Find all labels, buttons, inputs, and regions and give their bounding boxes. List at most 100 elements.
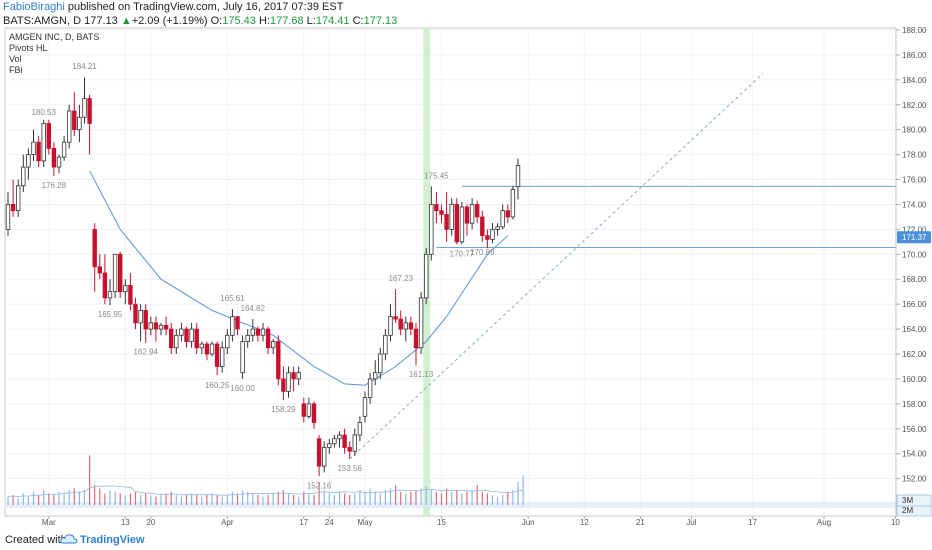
candle xyxy=(168,322,174,354)
candle-body xyxy=(26,154,31,168)
candle-body xyxy=(107,291,113,299)
candle-body xyxy=(77,116,82,131)
candle-body xyxy=(327,443,332,448)
y-tick-label: 154.00 xyxy=(902,450,927,459)
y-tick-label: 172.00 xyxy=(902,225,927,234)
candle xyxy=(291,366,296,392)
volume-bar xyxy=(344,493,346,505)
candle xyxy=(163,316,169,336)
time-axis[interactable]: Mar 13 20 Apr 17 24 May 15 Jun 12 21 Jul 17 Aug 10 xyxy=(42,516,900,527)
candle xyxy=(469,198,475,230)
volume-bar xyxy=(242,490,244,505)
volume-bar xyxy=(63,493,65,505)
candle xyxy=(5,192,11,236)
candle-body xyxy=(163,324,169,330)
candle-body xyxy=(423,253,429,299)
y-tick-label: 152.00 xyxy=(902,475,927,484)
price-chart[interactable]: 180.53184.21176.28165.95162.94165.61164.… xyxy=(0,0,932,528)
candle-body xyxy=(230,316,235,336)
horizontal-levels[interactable] xyxy=(436,185,896,248)
y-tick-label: 178.00 xyxy=(902,151,927,160)
candle-body xyxy=(434,204,439,212)
x-tick-label: 24 xyxy=(325,518,334,527)
y-tick-label: 166.00 xyxy=(902,300,927,309)
candle xyxy=(276,335,281,386)
candle xyxy=(26,148,31,180)
volume-bar xyxy=(226,495,228,505)
candle-body xyxy=(291,372,296,380)
candle-body xyxy=(306,403,312,417)
candle-body xyxy=(41,123,46,162)
pivot-label: 165.95 xyxy=(98,310,123,319)
volume-bar xyxy=(491,495,494,505)
candle xyxy=(306,397,312,419)
volume-bar xyxy=(435,491,437,505)
y-tick-label: 158.00 xyxy=(902,400,927,409)
candle xyxy=(77,104,82,143)
y-tick-label: 184.00 xyxy=(902,76,927,85)
candle-body xyxy=(123,285,128,293)
volume-bar xyxy=(512,490,514,505)
volume-bar xyxy=(89,455,91,505)
candle-body xyxy=(454,204,459,243)
candle-body xyxy=(133,303,138,324)
candle-body xyxy=(281,378,286,392)
candle xyxy=(393,289,398,323)
candle-body xyxy=(372,372,378,380)
candle-body xyxy=(128,285,133,305)
candles xyxy=(5,77,521,477)
candle xyxy=(107,279,113,306)
y-tick-label: 156.00 xyxy=(902,425,927,434)
candle-body xyxy=(148,322,153,330)
volume-bar xyxy=(318,481,320,505)
candle-body xyxy=(393,316,398,320)
pivot-label: 164.82 xyxy=(241,304,266,313)
moving-average xyxy=(89,170,509,386)
candle-body xyxy=(413,328,419,349)
candle-body xyxy=(301,403,306,417)
plot-area[interactable] xyxy=(4,27,897,517)
volume-bar xyxy=(160,495,162,505)
candle xyxy=(378,347,383,379)
candle xyxy=(235,316,240,336)
candle-body xyxy=(383,334,388,355)
volume-bar xyxy=(517,481,519,505)
ohlc-line: BATS:AMGN, D 177.13 ▲+2.09 (+1.19%) O:17… xyxy=(3,15,397,27)
candle-body xyxy=(61,141,67,158)
price-axis[interactable]: 150.00152.00154.00156.00158.00160.00162.… xyxy=(895,26,932,517)
candle-body xyxy=(36,141,41,162)
volume-bar xyxy=(379,493,381,505)
candle xyxy=(480,210,485,242)
x-tick-label: 15 xyxy=(437,518,446,527)
volume-bar xyxy=(17,498,19,505)
pivot-label: 180.53 xyxy=(31,108,56,117)
volume-bar xyxy=(180,496,182,505)
candle-body xyxy=(21,166,26,187)
open-label: O: xyxy=(210,15,223,27)
candle xyxy=(245,329,250,348)
x-tick-label: 17 xyxy=(299,518,308,527)
candle xyxy=(10,179,16,217)
candle xyxy=(148,316,153,336)
trendline[interactable] xyxy=(349,73,764,460)
candle xyxy=(82,77,87,124)
candle xyxy=(327,438,332,454)
candle-body xyxy=(174,334,179,349)
candle-body xyxy=(158,324,164,330)
volume-bar xyxy=(507,491,509,505)
volume-bar xyxy=(27,496,29,505)
candle-body xyxy=(153,322,159,330)
candle-body xyxy=(362,397,368,417)
dashed-trendline[interactable] xyxy=(349,73,764,460)
tradingview-brand[interactable]: TradingView xyxy=(80,534,145,546)
volume-bar xyxy=(252,493,254,505)
candle-body xyxy=(388,316,393,336)
volume-bar xyxy=(451,491,453,505)
y-tick-label: 160.00 xyxy=(902,375,927,384)
candle xyxy=(158,322,164,336)
candle xyxy=(225,329,230,354)
author-link[interactable]: FabioBiraghi xyxy=(3,1,65,13)
candle-body xyxy=(408,322,414,330)
candle-body xyxy=(189,328,194,342)
pivot-label: 162.94 xyxy=(133,347,158,356)
